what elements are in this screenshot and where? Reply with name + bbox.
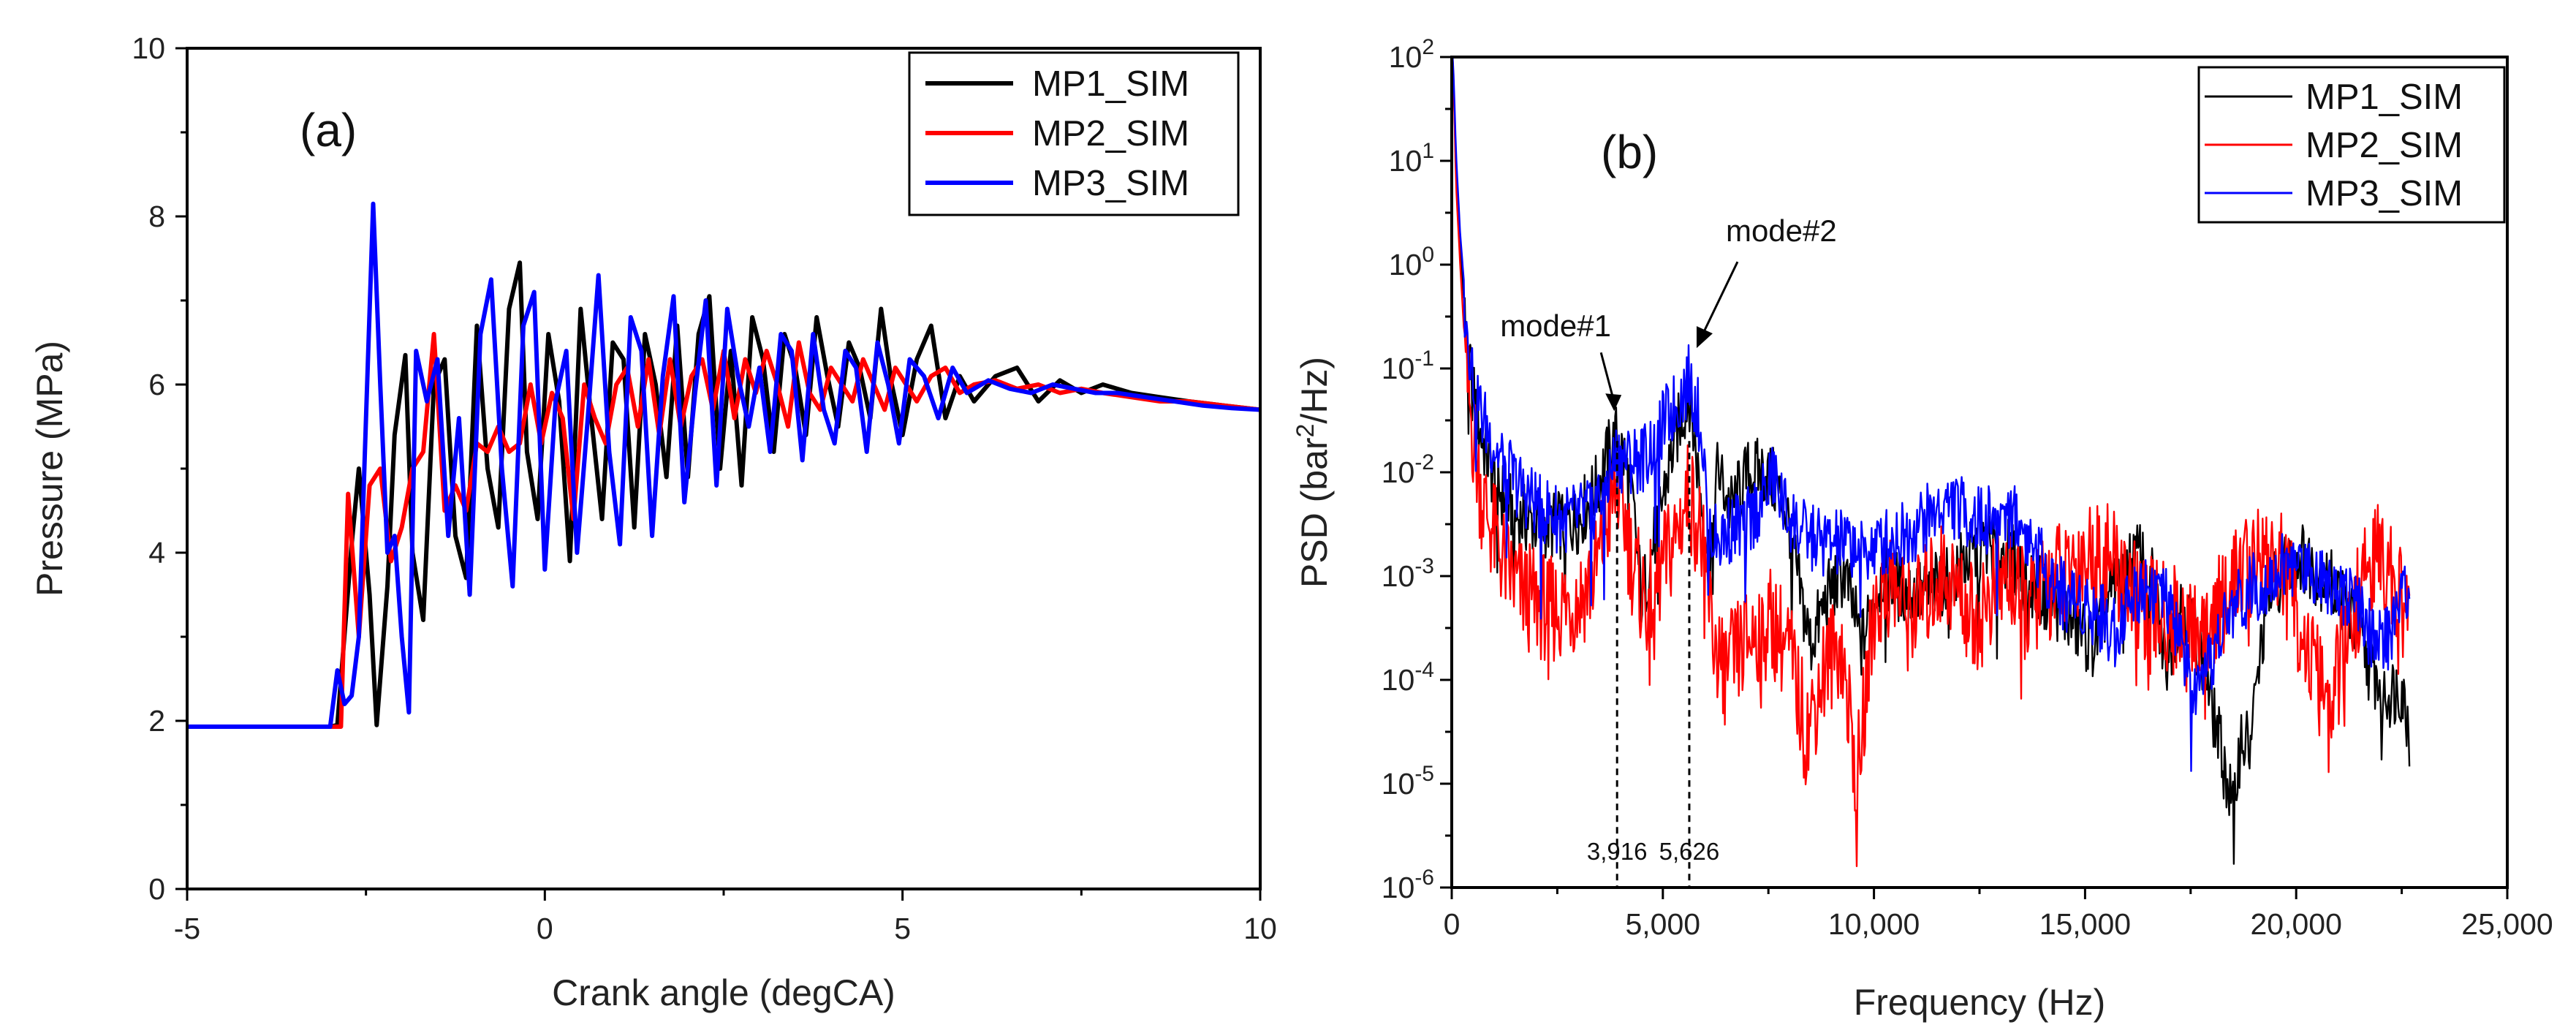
panel-a-legend-label: MP3_SIM <box>1032 164 1189 203</box>
panel-a-legend-label: MP1_SIM <box>1032 64 1189 104</box>
panel-b-x-axis-title: Frequency (Hz) <box>1854 982 2106 1023</box>
panel-b-legend: MP1_SIM MP2_SIM MP3_SIM <box>2197 66 2506 224</box>
panel-b-annotation-mode-1: mode#1 <box>1500 309 1611 343</box>
panel-b-mode-frequency-label: 5,626 <box>1659 838 1720 865</box>
panel-b-y-title-suffix: /Hz) <box>1294 357 1335 424</box>
panel-a-y-tick-label: 2 <box>148 704 165 738</box>
panel-b-y-tick-label: 100 <box>1389 243 1434 281</box>
panel-b-x-tick-label: 25,000 <box>2461 907 2553 941</box>
panel-a-label: (a) <box>300 104 357 156</box>
panel-b-y-tick-label: 102 <box>1389 35 1434 74</box>
panel-b-y-tick-label: 101 <box>1389 139 1434 178</box>
panel-a-x-tick-label: 5 <box>894 912 911 945</box>
panel-a-y-tick-label: 8 <box>148 200 165 233</box>
panel-a-legend-label: MP2_SIM <box>1032 114 1189 154</box>
panel-b-legend-label: MP1_SIM <box>2306 77 2463 117</box>
panel-b-y-tick-label: 10-1 <box>1382 347 1434 385</box>
panel-b-annotation-arrowhead <box>1605 393 1622 412</box>
panel-b: 3,916 5,626 0 5,000 10,000 15,000 20,000 25,00… <box>1292 35 2553 1023</box>
panel-b-y-title-prefix: PSD (bar <box>1294 437 1335 588</box>
panel-a-y-tick-label: 4 <box>148 536 165 570</box>
panel-b-vlines: 3,916 5,626 <box>1587 441 1719 888</box>
panel-a-y-tick-label: 0 <box>148 872 165 906</box>
panel-a-y-tick-label: 6 <box>148 368 165 401</box>
panel-b-annotation-arrowhead <box>1696 326 1713 349</box>
panel-a-legend: MP1_SIM MP2_SIM MP3_SIM <box>908 51 1240 216</box>
panel-b-annotation-arrow <box>1700 261 1739 338</box>
panel-b-x-tick-label: 0 <box>1444 907 1461 941</box>
panel-b-x-tick-label: 20,000 <box>2250 907 2341 941</box>
panel-b-y-title-sup: 2 <box>1292 424 1319 438</box>
panel-a-y-tick-label: 10 <box>132 31 165 65</box>
panel-a-x-tick-label: -5 <box>174 912 200 945</box>
panel-a-x-axis-title: Crank angle (degCA) <box>552 972 895 1013</box>
panel-b-mode-frequency-label: 3,916 <box>1587 838 1648 865</box>
panel-b-label: (b) <box>1601 126 1658 178</box>
panel-b-annotations: mode#1 mode#2 <box>1500 213 1837 412</box>
panel-a-series-layer <box>187 201 1261 729</box>
panel-b-y-tick-label: 10-5 <box>1382 762 1434 801</box>
panel-b-ticks: 0 5,000 10,000 15,000 20,000 25,000 10-6 10-5 10… <box>1382 35 2553 941</box>
panel-b-x-tick-label: 5,000 <box>1625 907 1700 941</box>
panel-a-ticks: -5 0 5 10 0 2 4 6 8 10 <box>132 31 1276 945</box>
panel-b-x-tick-label: 10,000 <box>1828 907 1920 941</box>
panel-b-series-layer <box>1450 56 2411 868</box>
panel-b-annotation-arrow <box>1599 352 1615 403</box>
panel-a-x-tick-label: 10 <box>1243 912 1277 945</box>
panel-b-y-axis-title: PSD (bar2/Hz) <box>1292 357 1335 588</box>
panel-b-x-tick-label: 15,000 <box>2039 907 2131 941</box>
panel-b-y-tick-label: 10-6 <box>1382 866 1434 904</box>
panel-a-series-mp3-sim <box>187 201 1261 729</box>
panel-b-y-tick-label: 10-3 <box>1382 554 1434 593</box>
panel-a-y-axis-title: Pressure (MPa) <box>29 341 70 597</box>
panel-b-series-mp3-sim <box>1452 56 2411 772</box>
panel-a-x-tick-label: 0 <box>537 912 553 945</box>
panel-b-legend-label: MP2_SIM <box>2306 126 2463 165</box>
panel-b-y-tick-label: 10-2 <box>1382 450 1434 489</box>
panel-a: -5 0 5 10 0 2 4 6 8 10 Crank angle (degCA) Pressu… <box>29 31 1277 1013</box>
panel-b-y-tick-label: 10-4 <box>1382 658 1434 697</box>
panel-b-legend-label: MP3_SIM <box>2306 174 2463 213</box>
panel-b-annotation-mode-2: mode#2 <box>1726 213 1837 248</box>
